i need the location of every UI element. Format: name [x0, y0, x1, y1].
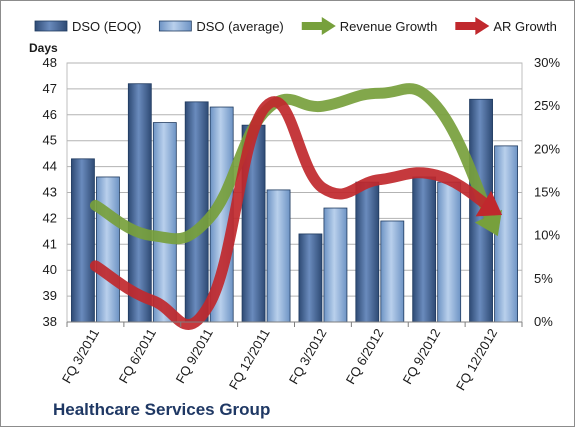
y2-tick-label: 30%: [534, 55, 560, 70]
line-revenue-growth: [89, 83, 500, 245]
y-tick-label: 40: [43, 262, 57, 277]
y2-tick-label: 20%: [534, 141, 560, 156]
lines-group: [89, 83, 503, 330]
x-tick-label: FQ 3/2012: [286, 326, 330, 387]
legend-arrow-revenue-growth: [321, 17, 336, 35]
y2-tick-label: 10%: [534, 228, 560, 243]
y-tick-label: 46: [43, 107, 57, 122]
chart-title: Healthcare Services Group: [53, 400, 270, 419]
bar-dso-average: [437, 181, 462, 323]
y-axis-title: Days: [29, 41, 58, 55]
bar-dso-average: [323, 207, 348, 323]
bar-dso-eoq: [412, 176, 437, 323]
legend: DSO (EOQ) DSO (average) Revenue Growth AR G…: [34, 17, 557, 35]
y-tick-label: 48: [43, 55, 57, 70]
legend-label-dso-eoq: DSO (EOQ): [72, 19, 141, 34]
x-tick-label: FQ 9/2011: [173, 326, 216, 386]
legend-label-ar-growth: AR Growth: [493, 19, 557, 34]
x-tick-label: FQ 6/2012: [343, 326, 387, 387]
y-tick-label: 39: [43, 288, 57, 303]
legend-swatch-dso-eoq: [34, 20, 68, 32]
legend-label-revenue-growth: Revenue Growth: [340, 19, 438, 34]
bar-dso-eoq: [298, 233, 323, 323]
legend-label-dso-average: DSO (average): [196, 19, 283, 34]
bar-dso-average: [152, 122, 177, 323]
bar-dso-eoq: [71, 158, 95, 323]
y-tick-label: 43: [43, 185, 57, 200]
x-tick-label: FQ 6/2011: [116, 326, 159, 386]
y2-tick-label: 0%: [534, 314, 553, 329]
y2-tick-label: 5%: [534, 271, 553, 286]
y-tick-label: 41: [43, 236, 57, 251]
arrow-ar-growth: [475, 190, 503, 217]
bar-dso-eoq: [355, 181, 380, 323]
bar-dso-average: [380, 220, 405, 323]
bar-dso-eoq: [184, 101, 209, 323]
bar-dso-average: [96, 176, 120, 323]
y-tick-label: 45: [43, 133, 57, 148]
y2-tick-label: 25%: [534, 98, 560, 113]
line-ar-growth: [89, 96, 500, 330]
y-tick-label: 42: [43, 210, 57, 225]
legend-swatch-dso-average: [158, 20, 192, 32]
bar-dso-average: [266, 189, 291, 323]
y-tick-label: 47: [43, 81, 57, 96]
arrow-revenue-growth: [474, 209, 503, 237]
x-tick-label: FQ 3/2011: [59, 326, 102, 386]
y-tick-label: 44: [43, 159, 57, 174]
x-tick-label: FQ 9/2012: [400, 326, 444, 387]
x-tick-label: FQ 12/2012: [453, 326, 500, 393]
y-tick-label: 38: [43, 314, 57, 329]
y2-tick-label: 15%: [534, 185, 560, 200]
legend-arrow-ar-growth: [475, 17, 490, 35]
x-tick-label: FQ 12/2011: [226, 326, 273, 392]
